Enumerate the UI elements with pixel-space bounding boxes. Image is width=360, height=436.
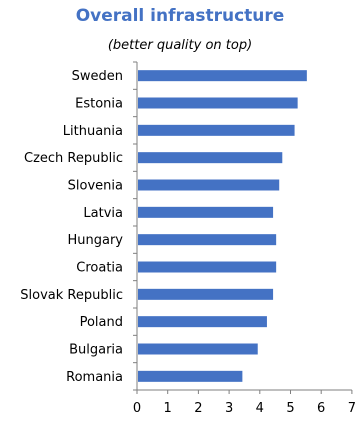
bar bbox=[138, 316, 267, 328]
x-tick-label: 2 bbox=[194, 401, 202, 416]
category-label: Hungary bbox=[67, 233, 123, 248]
x-tick-label: 4 bbox=[256, 401, 264, 416]
bar bbox=[138, 234, 277, 246]
x-tick-label: 3 bbox=[225, 401, 233, 416]
category-label: Croatia bbox=[76, 261, 123, 276]
x-tick-label: 5 bbox=[286, 401, 294, 416]
x-tick-label: 1 bbox=[164, 401, 172, 416]
x-tick-label: 6 bbox=[317, 401, 325, 416]
category-label: Romania bbox=[66, 370, 123, 385]
category-label: Lithuania bbox=[63, 124, 123, 139]
category-label: Latvia bbox=[83, 206, 123, 221]
bar bbox=[138, 70, 307, 82]
category-label: Czech Republic bbox=[24, 151, 123, 166]
chart-subtitle: (better quality on top) bbox=[107, 38, 253, 53]
category-label: Estonia bbox=[75, 97, 123, 112]
bar bbox=[138, 343, 258, 355]
chart-title: Overall infrastructure bbox=[75, 6, 285, 26]
category-label: Sweden bbox=[72, 69, 123, 84]
bar bbox=[138, 288, 274, 300]
bar bbox=[138, 152, 283, 164]
category-label: Bulgaria bbox=[69, 343, 123, 358]
bar bbox=[138, 179, 280, 191]
bar bbox=[138, 124, 295, 136]
category-label: Slovenia bbox=[68, 179, 123, 194]
bar bbox=[138, 261, 277, 273]
category-label: Poland bbox=[80, 315, 123, 330]
category-label: Slovak Republic bbox=[20, 288, 123, 303]
x-tick-label: 0 bbox=[133, 401, 141, 416]
bar bbox=[138, 97, 298, 109]
x-tick-label: 7 bbox=[348, 401, 356, 416]
bar bbox=[138, 206, 274, 218]
bar bbox=[138, 370, 243, 382]
